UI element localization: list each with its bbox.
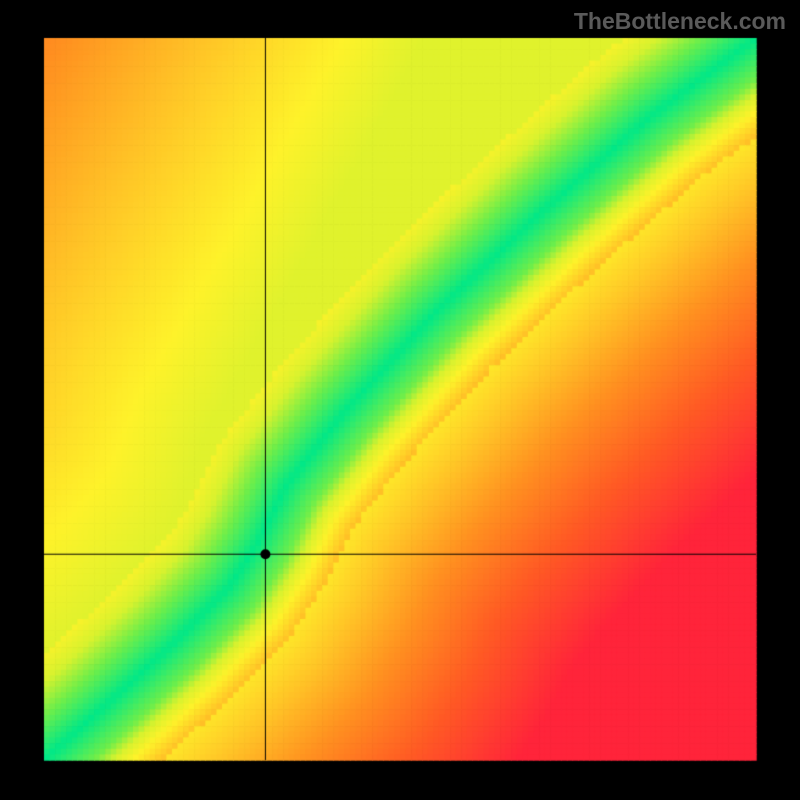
bottleneck-heatmap [0,0,800,800]
chart-container: { "watermark": { "text": "TheBottleneck.… [0,0,800,800]
watermark-text: TheBottleneck.com [574,8,786,35]
